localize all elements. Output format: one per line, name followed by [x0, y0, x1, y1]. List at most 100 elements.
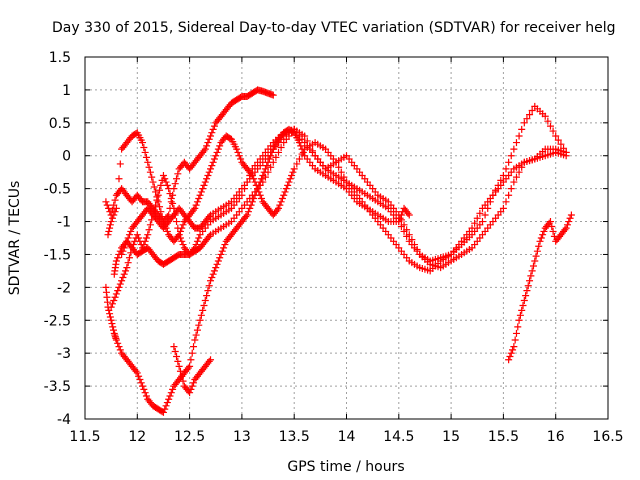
data-point	[210, 122, 218, 130]
data-point	[115, 283, 123, 291]
data-point	[509, 346, 517, 354]
data-point	[141, 148, 149, 156]
series-track-6	[107, 125, 298, 311]
data-point	[471, 219, 479, 227]
data-point	[135, 372, 143, 380]
series-track-5	[118, 125, 570, 265]
data-point	[173, 218, 181, 226]
data-point	[205, 168, 213, 176]
data-point	[106, 224, 114, 232]
data-point	[193, 326, 201, 334]
data-point	[203, 175, 211, 183]
data-point	[297, 142, 305, 150]
data-point	[112, 257, 120, 265]
data-point	[563, 221, 571, 229]
data-point	[541, 112, 549, 120]
data-point	[190, 206, 198, 214]
data-point	[468, 224, 476, 232]
data-point	[135, 234, 143, 242]
data-point	[111, 196, 119, 204]
data-point	[174, 170, 182, 178]
y-tick-label: -1.5	[44, 247, 71, 263]
data-point	[188, 382, 196, 390]
data-point	[540, 227, 548, 235]
data-point	[104, 231, 112, 239]
y-tick-labels: 1.5 1 0.5 0 -0.5 -1 -1.5 -2 -2.5 -3 -3.5 -4	[44, 50, 71, 428]
data-point	[237, 155, 245, 163]
data-point	[179, 377, 187, 385]
data-point	[536, 237, 544, 245]
data-point	[278, 195, 286, 203]
data-point	[193, 198, 201, 206]
data-point	[145, 226, 153, 234]
data-point	[242, 213, 250, 221]
data-point	[293, 160, 301, 168]
data-point	[118, 250, 126, 258]
data-point	[169, 385, 177, 393]
data-point	[337, 168, 345, 176]
data-point	[156, 203, 164, 211]
data-point	[210, 155, 218, 163]
data-point	[123, 264, 131, 272]
data-point	[523, 287, 531, 295]
data-point	[118, 277, 126, 285]
x-tick-label: 11.5	[69, 429, 100, 445]
data-point	[173, 352, 181, 360]
data-point	[526, 111, 534, 119]
data-point	[405, 211, 413, 219]
data-point	[200, 301, 208, 309]
data-point	[163, 181, 171, 189]
data-point	[191, 204, 199, 212]
data-point	[179, 221, 187, 229]
x-tick-label: 15	[442, 429, 460, 445]
data-point	[112, 204, 120, 212]
data-point	[124, 234, 132, 242]
data-point	[174, 357, 182, 365]
data-point	[205, 282, 213, 290]
data-point	[516, 311, 524, 319]
data-point	[512, 329, 520, 337]
data-point	[192, 201, 200, 209]
data-point	[510, 178, 518, 186]
data-point	[403, 232, 411, 240]
data-point	[157, 208, 165, 216]
data-point	[196, 316, 204, 324]
data-point	[241, 185, 249, 193]
data-point	[166, 190, 174, 198]
data-point	[277, 144, 285, 151]
y-tick-label: -3	[57, 346, 71, 362]
data-point	[145, 163, 153, 171]
data-point	[173, 175, 181, 183]
data-point	[290, 165, 298, 173]
data-point	[510, 343, 518, 351]
data-point	[473, 214, 481, 222]
data-point	[193, 237, 201, 245]
data-point	[167, 195, 175, 203]
data-point	[526, 277, 534, 285]
data-point	[261, 173, 269, 181]
data-point	[169, 199, 177, 207]
x-tick-label: 14	[338, 429, 356, 445]
data-point	[510, 145, 518, 153]
data-point	[554, 136, 562, 144]
y-tick-label: 0	[62, 149, 71, 165]
data-point	[522, 292, 530, 300]
data-point	[119, 273, 127, 281]
data-point	[263, 162, 271, 170]
data-point	[529, 262, 537, 270]
data-point	[125, 254, 133, 262]
data-point	[209, 125, 217, 133]
data-point	[114, 254, 122, 262]
data-point	[546, 122, 554, 130]
data-point	[512, 173, 520, 181]
data-point	[156, 186, 164, 194]
data-point	[562, 152, 570, 160]
data-point	[205, 135, 213, 143]
data-point	[524, 282, 532, 290]
data-point	[141, 237, 149, 245]
data-point	[258, 175, 266, 183]
data-point	[149, 211, 157, 219]
data-point	[400, 227, 408, 235]
x-tick-label: 16	[547, 429, 565, 445]
x-tick-labels: 11.5 12 12.5 13 13.5 14 14.5 15 15.5 16 16.5	[69, 429, 623, 445]
